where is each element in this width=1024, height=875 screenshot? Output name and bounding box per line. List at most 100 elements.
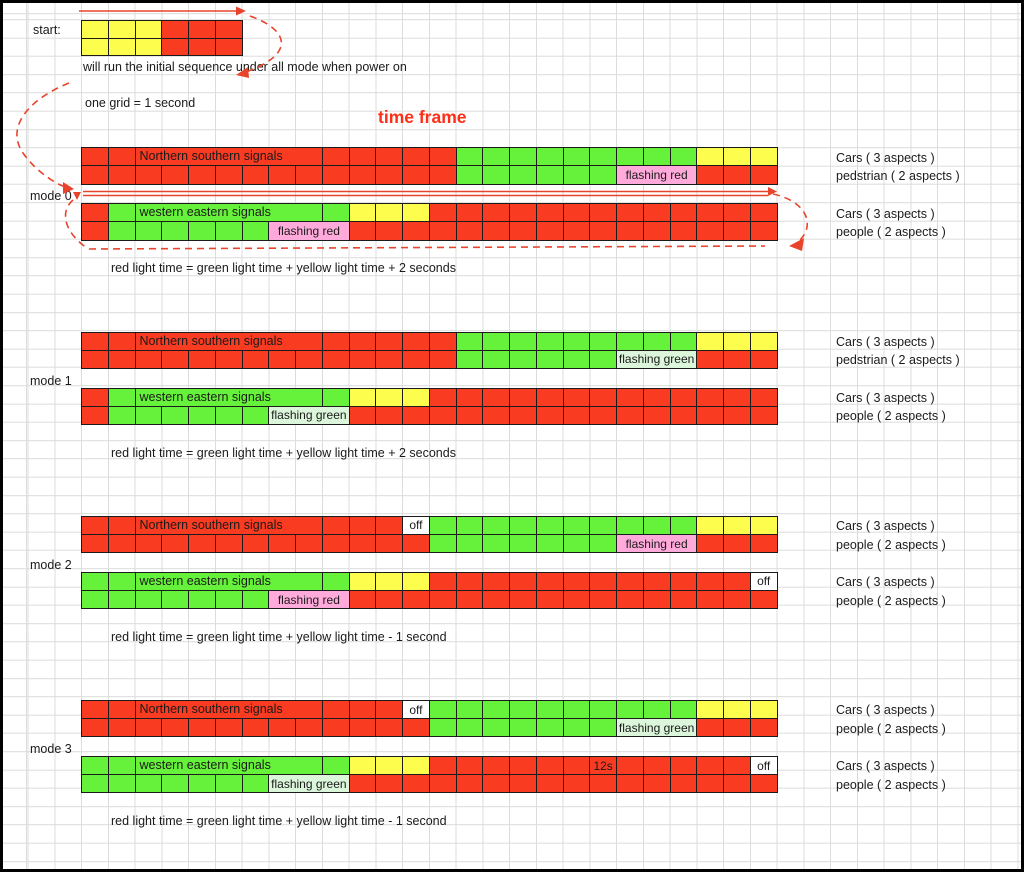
signal-cell-green[interactable] — [589, 718, 617, 738]
signal-cell-green[interactable] — [669, 331, 698, 351]
signal-cell-red[interactable] — [642, 405, 671, 426]
signal-cell-red[interactable] — [482, 387, 510, 407]
signal-cell-green[interactable] — [81, 755, 109, 776]
segment-label-flashing-green[interactable]: flashing green — [268, 774, 350, 794]
signal-cell-yellow[interactable] — [723, 515, 751, 535]
signal-cell-red[interactable] — [241, 349, 270, 370]
signal-cell-red[interactable] — [295, 165, 323, 185]
signal-cell-red[interactable] — [696, 755, 724, 776]
signal-cell-red[interactable] — [696, 203, 724, 223]
signal-cell-red[interactable] — [321, 349, 350, 370]
signal-cell-yellow[interactable] — [107, 37, 136, 56]
signal-cell-yellow[interactable] — [723, 331, 751, 351]
signal-cell-red[interactable] — [321, 165, 350, 185]
signal-cell-red[interactable] — [107, 515, 136, 535]
signal-cell-red[interactable] — [348, 165, 377, 185]
signal-cell-green[interactable] — [455, 515, 484, 535]
signal-cell-green[interactable] — [214, 589, 243, 610]
signal-cell-green[interactable] — [535, 699, 564, 720]
signal-cell-red[interactable] — [295, 533, 323, 554]
signal-cell-red[interactable] — [562, 405, 591, 426]
signal-cell-green[interactable] — [428, 699, 457, 720]
signal-cell-red[interactable] — [375, 699, 403, 720]
signal-cell-red[interactable] — [589, 571, 617, 591]
signal-cell-red[interactable] — [696, 387, 724, 407]
signal-cell-red[interactable] — [107, 718, 136, 738]
signal-cell-red[interactable] — [241, 718, 270, 738]
signal-cell-red[interactable] — [348, 405, 377, 426]
signal-cell-green[interactable] — [134, 589, 163, 610]
signal-cell-green[interactable] — [428, 718, 457, 738]
signal-cell-green[interactable] — [482, 699, 510, 720]
signal-cell-red[interactable] — [562, 755, 591, 776]
signal-cell-red[interactable] — [696, 221, 724, 241]
signal-cell-red[interactable] — [402, 774, 430, 794]
signal-cell-green[interactable] — [535, 718, 564, 738]
signal-cell-red[interactable] — [509, 405, 537, 426]
signal-cell-red[interactable] — [107, 331, 136, 351]
signal-cell-green[interactable] — [509, 147, 537, 167]
signal-cell-red[interactable] — [375, 718, 403, 738]
signal-cell-red[interactable] — [107, 165, 136, 185]
signal-cell-green[interactable] — [81, 571, 109, 591]
signal-cell-red[interactable] — [375, 774, 403, 794]
signal-cell-green[interactable] — [107, 221, 136, 241]
signal-cell-red[interactable] — [482, 221, 510, 241]
signal-cell-red[interactable] — [188, 165, 216, 185]
signal-cell-red[interactable] — [589, 405, 617, 426]
signal-cell-green[interactable] — [321, 387, 350, 407]
signal-cell-red[interactable] — [535, 589, 564, 610]
signal-cell-green[interactable] — [482, 349, 510, 370]
signal-cell-red[interactable] — [642, 755, 671, 776]
signal-cell-green[interactable] — [535, 349, 564, 370]
signal-cell-red[interactable] — [616, 387, 644, 407]
signal-cell-red[interactable] — [642, 387, 671, 407]
signal-cell-red[interactable] — [723, 165, 751, 185]
signal-cell-green[interactable] — [589, 515, 617, 535]
signal-cell-red[interactable] — [348, 533, 377, 554]
signal-cell-red[interactable] — [535, 221, 564, 241]
signal-cell-red[interactable] — [749, 774, 778, 794]
signal-cell-yellow[interactable] — [749, 515, 778, 535]
signal-cell-red[interactable] — [749, 405, 778, 426]
signal-cell-green[interactable] — [509, 515, 537, 535]
signal-cell-red[interactable] — [348, 774, 377, 794]
signal-cell-red[interactable] — [161, 20, 189, 39]
signal-cell-green[interactable] — [535, 147, 564, 167]
signal-cell-green[interactable] — [214, 774, 243, 794]
signal-cell-red[interactable] — [669, 755, 698, 776]
signal-cell-yellow[interactable] — [402, 203, 430, 223]
signal-cell-green[interactable] — [241, 221, 270, 241]
segment-label-flashing-red[interactable]: flashing red — [616, 165, 698, 185]
signal-cell-green[interactable] — [482, 165, 510, 185]
signal-cell-green[interactable] — [134, 405, 163, 426]
signal-cell-green[interactable] — [455, 699, 484, 720]
signal-cell-green[interactable] — [589, 165, 617, 185]
signal-cell-red[interactable] — [455, 571, 484, 591]
signal-cell-yellow[interactable] — [348, 203, 377, 223]
signal-cell-green[interactable] — [589, 331, 617, 351]
signal-cell-green[interactable] — [241, 774, 270, 794]
signal-cell-red[interactable] — [428, 203, 457, 223]
signal-cell-red[interactable] — [375, 589, 403, 610]
signal-cell-red[interactable] — [188, 349, 216, 370]
signal-cell-green[interactable] — [616, 699, 644, 720]
signal-cell-red[interactable] — [455, 755, 484, 776]
signal-cell-red[interactable] — [188, 533, 216, 554]
signal-cell-red[interactable] — [723, 405, 751, 426]
signal-cell-red[interactable] — [134, 165, 163, 185]
signal-cell-red[interactable] — [723, 718, 751, 738]
signal-cell-red[interactable] — [535, 405, 564, 426]
signal-cell-red[interactable] — [616, 589, 644, 610]
signal-cell-red[interactable] — [509, 221, 537, 241]
signal-cell-red[interactable] — [669, 203, 698, 223]
signal-cell-red[interactable] — [268, 349, 296, 370]
signal-cell-red[interactable] — [321, 331, 350, 351]
signal-cell-red[interactable] — [348, 349, 377, 370]
signal-cell-red[interactable] — [749, 387, 778, 407]
signal-cell-green[interactable] — [455, 331, 484, 351]
signal-cell-red[interactable] — [669, 387, 698, 407]
signal-cell-green[interactable] — [562, 331, 591, 351]
signal-cell-green[interactable] — [161, 774, 189, 794]
signal-cell-green[interactable] — [214, 405, 243, 426]
